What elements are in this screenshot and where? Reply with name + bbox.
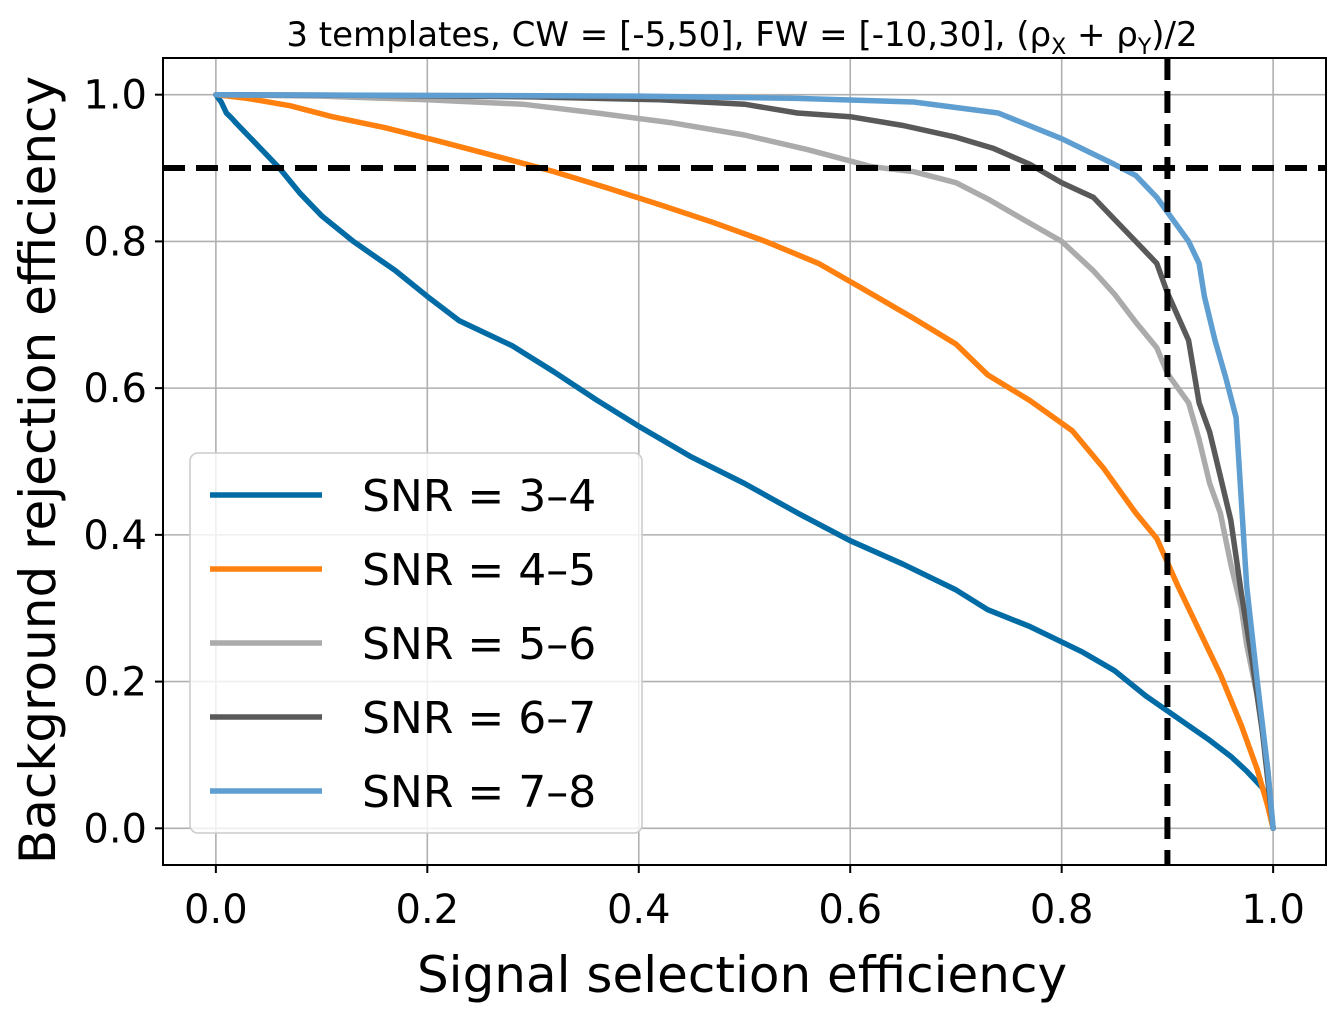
- chart-title-end: )/2: [1151, 15, 1197, 55]
- ticks: 0.0 0.2 0.4 0.6 0.8 1.0 0.0 0.2 0.4 0.6 0.8 1.0: [83, 73, 1305, 933]
- y-tick-label: 0.0: [83, 806, 147, 852]
- chart-title-sub-x: X: [1051, 35, 1066, 60]
- legend-entry-label: SNR = 3–4: [362, 471, 596, 522]
- legend-entry-label: SNR = 6–7: [362, 693, 596, 744]
- y-tick-label: 1.0: [83, 73, 147, 119]
- legend-entry-label: SNR = 7–8: [362, 767, 596, 818]
- y-tick-label: 0.2: [83, 660, 147, 706]
- legend-entry-label: SNR = 4–5: [362, 545, 596, 596]
- series-line-4: [213, 91, 1276, 832]
- plot-frame: [162, 57, 1327, 866]
- x-tick-label: 1.0: [1241, 887, 1305, 933]
- chart-title: 3 templates, CW = [-5,50], FW = [-10,30]…: [286, 15, 1197, 60]
- x-axis-label: Signal selection efficiency: [417, 946, 1067, 1004]
- reference-lines: [163, 58, 1326, 865]
- y-tick-label: 0.8: [83, 219, 147, 265]
- chart-title-mid: + ρ: [1066, 15, 1138, 55]
- series-line-3: [213, 91, 1276, 832]
- x-tick-label: 0.8: [1030, 887, 1094, 933]
- series-group: [213, 91, 1276, 832]
- x-tick-label: 0.0: [184, 887, 248, 933]
- series-line-2: [213, 91, 1276, 832]
- legend: SNR = 3–4 SNR = 4–5 SNR = 5–6 SNR = 6–7 SNR …: [189, 452, 643, 834]
- y-axis-label: Background rejection efficiency: [9, 76, 67, 864]
- x-tick-label: 0.6: [818, 887, 882, 933]
- series-line-1: [213, 91, 1276, 832]
- series-line-5: [213, 91, 1276, 832]
- y-tick-label: 0.4: [83, 513, 147, 559]
- legend-entry-label: SNR = 5–6: [362, 619, 596, 670]
- chart-title-sub-y: Y: [1137, 35, 1152, 60]
- x-tick-label: 0.2: [396, 887, 460, 933]
- y-tick-label: 0.6: [83, 366, 147, 412]
- x-tick-label: 0.4: [607, 887, 671, 933]
- chart-title-main: 3 templates, CW = [-5,50], FW = [-10,30]…: [286, 15, 1051, 55]
- legend-box: [189, 452, 643, 834]
